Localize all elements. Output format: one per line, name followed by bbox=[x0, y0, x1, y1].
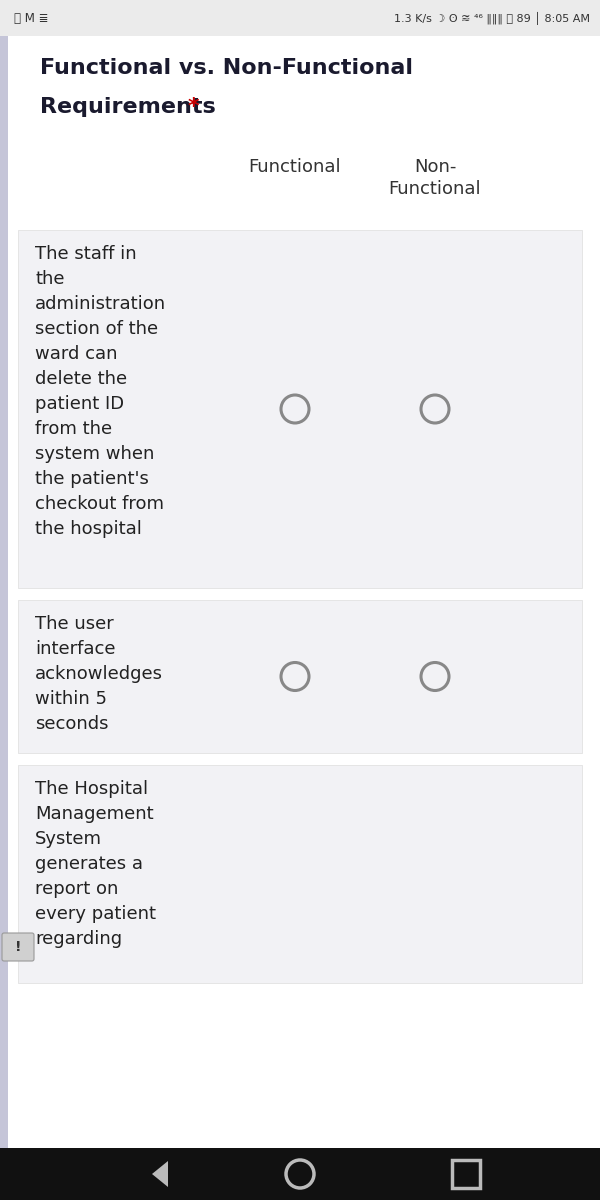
Text: Non-
Functional: Non- Functional bbox=[389, 158, 481, 198]
Text: Functional vs. Non-Functional: Functional vs. Non-Functional bbox=[40, 58, 413, 78]
Text: The Hospital
Management
System
generates a
report on
every patient
regarding: The Hospital Management System generates… bbox=[35, 780, 156, 948]
Text: The user
interface
acknowledges
within 5
seconds: The user interface acknowledges within 5… bbox=[35, 614, 163, 733]
Text: The staff in
the
administration
section of the
ward can
delete the
patient ID
fr: The staff in the administration section … bbox=[35, 245, 166, 538]
FancyBboxPatch shape bbox=[18, 600, 582, 754]
Text: 1.3 K/s ☽ ʘ ≋ ⁴⁶ ‖‖‖ ⎕ 89 │ 8:05 AM: 1.3 K/s ☽ ʘ ≋ ⁴⁶ ‖‖‖ ⎕ 89 │ 8:05 AM bbox=[394, 12, 590, 24]
Text: Functional: Functional bbox=[248, 158, 341, 176]
FancyBboxPatch shape bbox=[18, 230, 582, 588]
FancyBboxPatch shape bbox=[2, 934, 34, 961]
FancyBboxPatch shape bbox=[0, 36, 600, 1148]
FancyBboxPatch shape bbox=[0, 1148, 600, 1200]
Text: Ⓑ M ≣: Ⓑ M ≣ bbox=[14, 12, 49, 24]
FancyBboxPatch shape bbox=[0, 0, 600, 36]
FancyBboxPatch shape bbox=[18, 766, 582, 983]
Polygon shape bbox=[152, 1162, 168, 1187]
Text: Requirements: Requirements bbox=[40, 97, 223, 116]
Text: *: * bbox=[188, 97, 200, 116]
Text: !: ! bbox=[15, 940, 21, 954]
FancyBboxPatch shape bbox=[0, 36, 8, 1148]
